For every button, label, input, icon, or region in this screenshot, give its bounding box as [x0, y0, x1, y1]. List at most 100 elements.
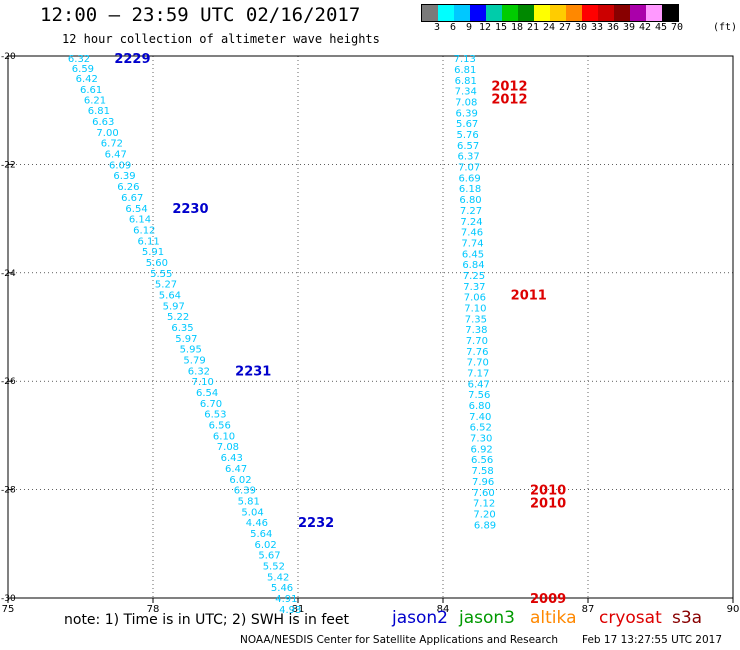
wave-height-value: 6.11 [138, 236, 160, 247]
color-swatch [598, 5, 614, 21]
pass-time-label: 2012 [491, 79, 527, 94]
wave-height-value: 5.27 [155, 280, 177, 291]
wave-height-value: 5.81 [238, 496, 260, 507]
wave-height-value: 7.96 [472, 477, 494, 488]
wave-height-value: 4.91 [275, 594, 297, 605]
y-tick-label: -26 [1, 377, 16, 387]
wave-height-value: 5.79 [183, 356, 205, 367]
wave-height-value: 7.12 [473, 499, 495, 510]
wave-height-value: 7.24 [460, 217, 482, 228]
wave-height-value: 6.45 [462, 249, 484, 260]
wave-height-value: 6.14 [129, 215, 151, 226]
wave-height-value: 6.53 [204, 410, 226, 421]
wave-height-value: 7.08 [455, 98, 477, 109]
color-swatch [614, 5, 630, 21]
wave-height-value: 6.89 [474, 520, 496, 531]
wave-height-value: 7.10 [192, 377, 214, 388]
wave-height-value: 7.70 [466, 336, 488, 347]
wave-height-value: 6.61 [80, 85, 102, 96]
wave-height-value: 6.47 [105, 150, 127, 161]
x-tick-label: 81 [292, 604, 305, 615]
wave-height-value: 7.27 [460, 206, 482, 217]
wave-height-value: 7.13 [454, 54, 476, 65]
wave-height-value: 6.80 [469, 401, 491, 412]
color-scale-label: 45 [654, 22, 668, 33]
wave-height-value: 5.76 [457, 130, 479, 141]
color-swatch [486, 5, 502, 21]
wave-height-value: 6.18 [459, 184, 481, 195]
wave-height-value: 6.02 [254, 540, 276, 551]
color-swatch [662, 5, 678, 21]
wave-height-value: 7.20 [473, 509, 495, 520]
color-swatch [582, 5, 598, 21]
wave-height-value: 6.92 [471, 444, 493, 455]
wave-height-value: 5.52 [263, 561, 285, 572]
color-swatch [534, 5, 550, 21]
legend-jason3: jason3 [459, 608, 515, 628]
wave-height-value: 7.08 [217, 442, 239, 453]
wave-height-value: 6.02 [229, 475, 251, 486]
color-scale-label: 9 [465, 22, 473, 33]
pass-time-label: 2010 [530, 497, 566, 512]
color-scale-label: 15 [494, 22, 508, 33]
wave-height-value: 7.30 [470, 434, 492, 445]
wave-height-value: 6.10 [213, 431, 235, 442]
pass-time-label: 2011 [511, 288, 547, 303]
wave-height-value: 6.09 [109, 160, 131, 171]
color-swatch [438, 5, 454, 21]
credit-line: NOAA/NESDIS Center for Satellite Applica… [240, 634, 558, 646]
wave-height-value: 7.70 [467, 358, 489, 369]
wave-height-value: 7.17 [467, 369, 489, 380]
wave-height-value: 6.59 [72, 64, 94, 75]
color-scale-labels: 3 6 9 12 15 18 21 24 27 30 33 36 39 42 45 70 [421, 22, 740, 34]
color-scale-label: 70 [670, 22, 684, 33]
color-swatch [646, 5, 662, 21]
y-tick-label: -20 [1, 52, 16, 62]
wave-height-value: 6.72 [101, 139, 123, 150]
wave-height-value: 6.32 [188, 366, 210, 377]
wave-height-value: 7.07 [458, 163, 480, 174]
wave-height-value: 6.63 [92, 117, 114, 128]
wave-height-value: 7.37 [463, 282, 485, 293]
color-scale-bar [421, 4, 679, 22]
wave-height-value: 6.84 [462, 260, 484, 271]
color-swatch [454, 5, 470, 21]
color-scale-label: 42 [638, 22, 652, 33]
wave-height-value: 6.21 [84, 95, 106, 106]
wave-height-value: 6.47 [225, 464, 247, 475]
footer-note: note: 1) Time is in UTC; 2) SWH is in fe… [64, 612, 350, 628]
wave-height-value: 6.47 [468, 379, 490, 390]
x-tick-label: 90 [727, 604, 740, 615]
color-scale-label: 33 [590, 22, 604, 33]
wave-height-value: 5.46 [271, 583, 293, 594]
wave-height-value: 7.60 [472, 488, 494, 499]
wave-height-value: 6.32 [68, 54, 90, 65]
wave-height-value: 7.25 [463, 271, 485, 282]
color-scale-label: 39 [622, 22, 636, 33]
color-scale-label: 21 [526, 22, 540, 33]
wave-height-value: 5.42 [267, 572, 289, 583]
wave-height-value: 6.42 [76, 74, 98, 85]
wave-height-value: 6.56 [209, 421, 231, 432]
wave-height-value: 5.67 [258, 551, 280, 562]
wave-height-value: 5.67 [456, 119, 478, 130]
wave-height-value: 6.81 [454, 65, 476, 76]
wave-height-value: 6.69 [458, 173, 480, 184]
wave-height-value: 7.06 [464, 293, 486, 304]
wave-height-value: 6.67 [121, 193, 143, 204]
wave-height-value: 5.97 [163, 301, 185, 312]
pass-time-label: 2232 [298, 516, 334, 531]
wave-height-value: 5.95 [180, 345, 202, 356]
wave-height-value: 4.46 [246, 518, 268, 529]
wave-height-value: 7.00 [96, 128, 118, 139]
wave-height-value: 6.35 [171, 323, 193, 334]
x-tick-label: 78 [147, 604, 160, 615]
color-swatch [630, 5, 646, 21]
pass-time-label: 2009 [530, 592, 566, 607]
color-swatch [566, 5, 582, 21]
wave-height-value: 7.35 [465, 314, 487, 325]
legend-cryosat: cryosat [599, 608, 662, 628]
wave-height-value: 5.91 [142, 247, 164, 258]
color-scale-label: 36 [606, 22, 620, 33]
